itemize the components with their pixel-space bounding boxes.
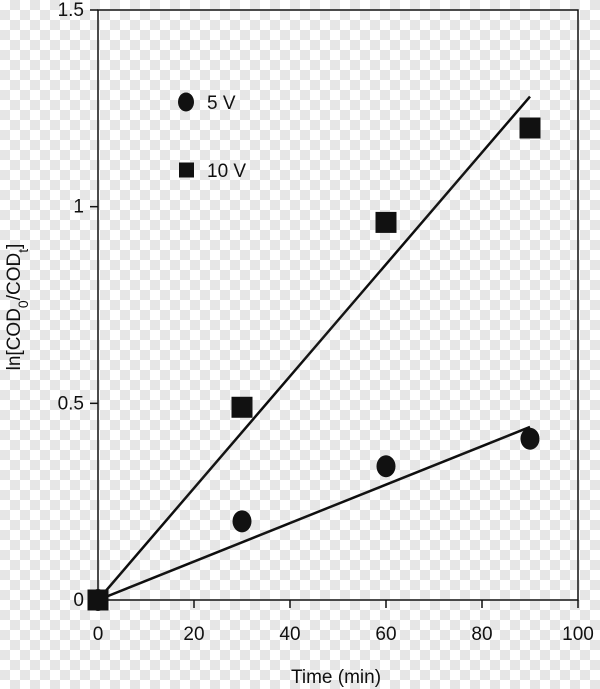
x-axis-label: Time (min) — [291, 667, 381, 688]
y-tick-label: 0.5 — [58, 393, 84, 414]
legend-marker-5v — [178, 92, 194, 112]
x-tick-label: 60 — [375, 624, 396, 645]
y-axis-label-sub1: 0 — [15, 300, 31, 308]
legend-marker-10v — [179, 162, 194, 178]
data-point-10v — [231, 396, 253, 418]
y-tick-label: 1 — [73, 197, 84, 218]
data-point-10v — [519, 117, 541, 139]
data-point-5v — [376, 455, 396, 478]
x-tick-label: 40 — [279, 624, 300, 645]
x-tick-label: 80 — [471, 624, 492, 645]
data-point-10v — [87, 589, 109, 611]
fit-line-10v — [97, 95, 531, 601]
plot-border — [97, 9, 579, 601]
x-tick-label: 20 — [183, 624, 204, 645]
plot-area — [97, 9, 579, 601]
y-tick-label: 0 — [73, 590, 84, 611]
data-points — [87, 117, 541, 611]
data-point-10v — [375, 211, 397, 233]
y-axis-label: ln[COD0/CODt] — [4, 244, 31, 371]
y-tick-label: 1.5 — [58, 0, 84, 21]
y-axis-label-suffix: ] — [4, 244, 25, 249]
data-point-5v — [232, 510, 252, 533]
x-tick-label: 100 — [562, 624, 594, 645]
fit-lines — [97, 95, 531, 602]
axis-ticks: 0 20 40 60 80 100 0 0.5 1 1.5 — [58, 0, 594, 645]
legend-label-10v: 10 V — [207, 161, 246, 182]
fit-line-5v — [97, 425, 531, 602]
legend: 5 V 10 V — [178, 92, 246, 182]
y-axis-label-prefix: ln[COD — [4, 308, 25, 370]
legend-label-5v: 5 V — [207, 93, 236, 114]
y-axis-label-middle: /COD — [4, 253, 25, 301]
y-axis-label-sub2: t — [15, 249, 31, 253]
x-tick-label: 0 — [93, 624, 104, 645]
data-point-5v — [520, 427, 540, 450]
